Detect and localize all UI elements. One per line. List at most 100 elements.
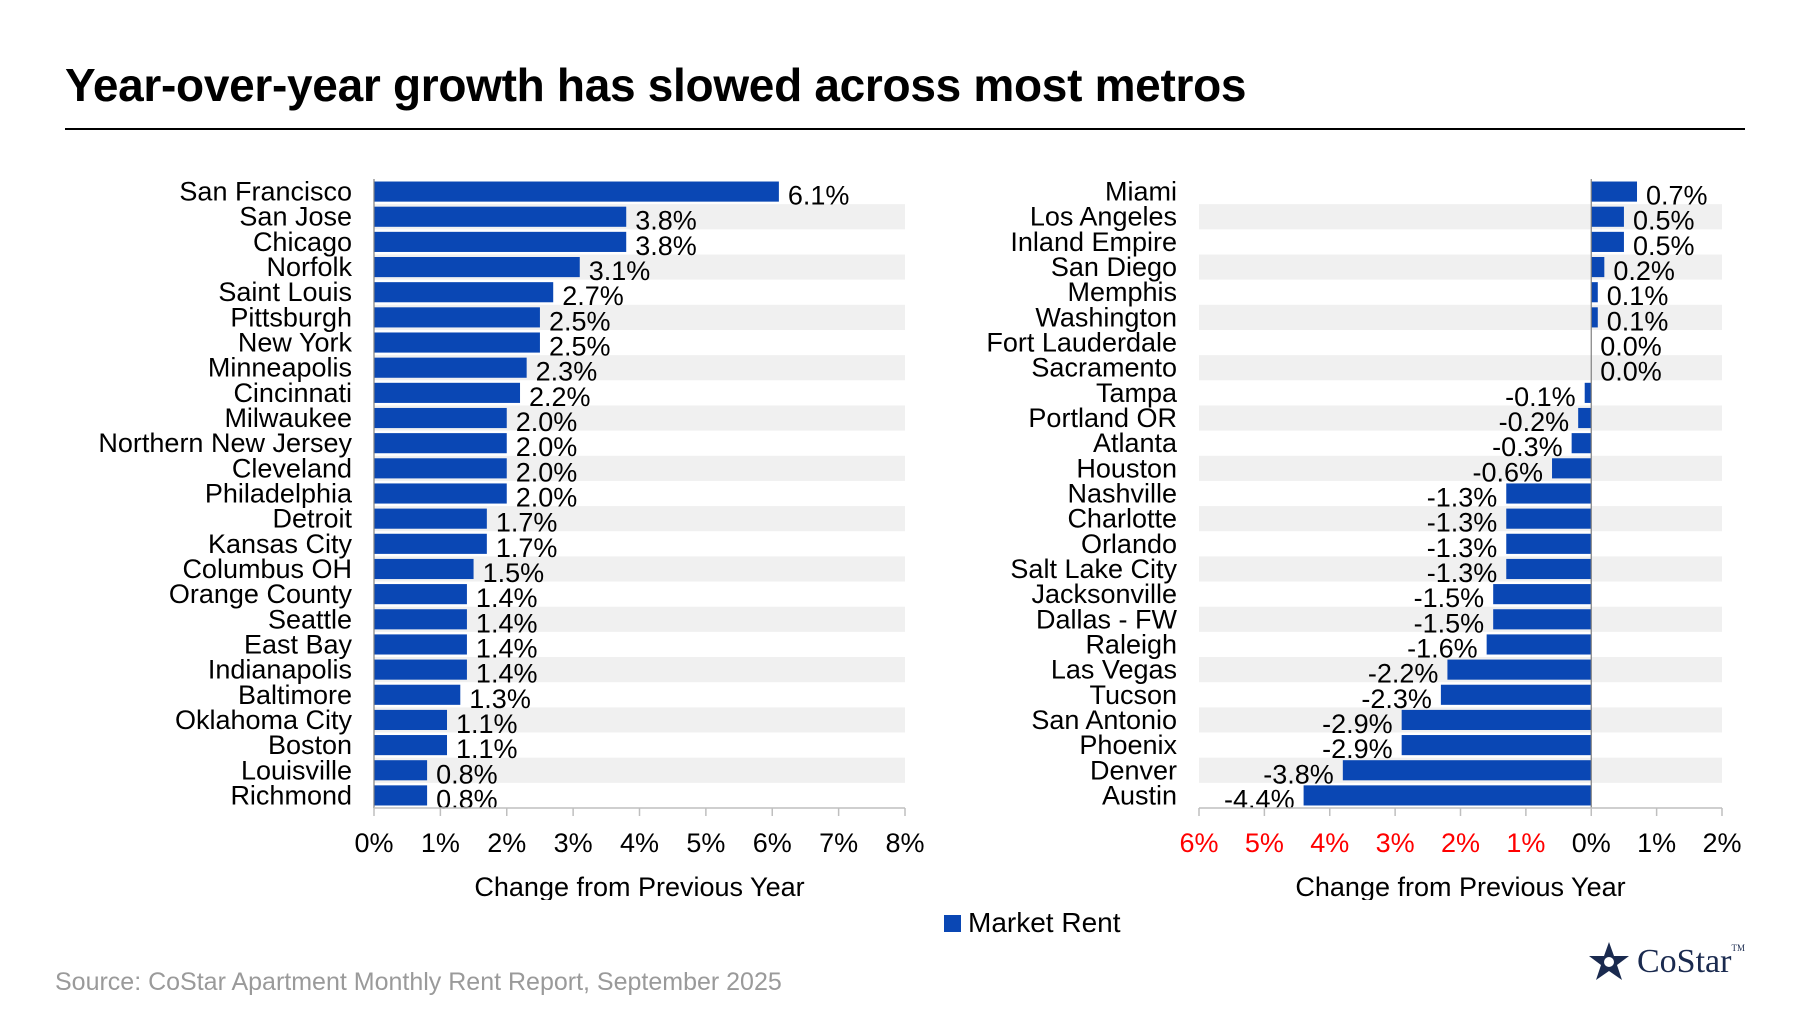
data-label: 0.1%: [1607, 306, 1669, 336]
category-label: Louisville: [241, 755, 352, 785]
bar: [374, 584, 467, 605]
data-label: -0.2%: [1499, 407, 1570, 437]
x-tick-label: 0%: [354, 828, 393, 858]
category-label: Dallas - FW: [1036, 604, 1178, 634]
bar: [374, 181, 779, 202]
bar: [374, 785, 428, 806]
category-label: Tampa: [1096, 378, 1178, 408]
chart-low-growth: Miami 0.7% Los Angeles 0.5% Inland Empire 0.5…: [986, 177, 1741, 900]
bar: [374, 282, 554, 303]
data-label: 0.5%: [1633, 231, 1695, 261]
data-label: -0.1%: [1505, 382, 1576, 412]
data-label: 1.4%: [476, 583, 538, 613]
category-label: East Bay: [244, 629, 353, 659]
x-tick-label: 3%: [1376, 828, 1415, 858]
category-label: Inland Empire: [1010, 227, 1177, 257]
bar: [1303, 785, 1592, 806]
category-label: Cleveland: [232, 453, 352, 483]
bar: [1506, 533, 1592, 554]
category-label: Las Vegas: [1051, 655, 1177, 685]
category-label: San Jose: [239, 202, 352, 232]
data-label: 2.0%: [516, 483, 578, 513]
data-label: 0.5%: [1633, 206, 1695, 236]
bar: [374, 508, 487, 529]
x-tick-label: 0%: [1572, 828, 1611, 858]
data-label: -4.4%: [1224, 784, 1295, 814]
data-label: -2.9%: [1322, 734, 1393, 764]
x-tick-label: 5%: [1245, 828, 1284, 858]
x-tick-label: 2%: [1702, 828, 1741, 858]
bar: [1552, 458, 1592, 479]
x-tick-label: 6%: [753, 828, 792, 858]
bar: [1591, 282, 1598, 303]
bar-charts: San Francisco 6.1% San Jose 3.8% Chicago 3.8%…: [98, 177, 1741, 900]
category-label: Fort Lauderdale: [986, 328, 1177, 358]
legend-label: Market Rent: [968, 907, 1121, 938]
category-label: Jacksonville: [1031, 579, 1177, 609]
category-label: Milwaukee: [224, 403, 352, 433]
data-label: 2.5%: [549, 306, 611, 336]
bar: [1506, 508, 1592, 529]
data-label: 3.1%: [589, 256, 651, 286]
row-stripe: [1199, 556, 1722, 582]
row-stripe: [1199, 405, 1722, 431]
bar: [374, 357, 527, 378]
data-label: -2.2%: [1368, 659, 1439, 689]
category-label: Kansas City: [208, 529, 353, 559]
x-tick-label: 8%: [885, 828, 924, 858]
category-label: Houston: [1076, 453, 1177, 483]
data-label: 0.7%: [1646, 181, 1708, 211]
category-label: Los Angeles: [1030, 202, 1177, 232]
category-label: Charlotte: [1067, 504, 1177, 534]
bar: [374, 206, 627, 227]
logo-wordmark: CoStarTM: [1637, 943, 1745, 980]
data-label: 0.1%: [1607, 281, 1669, 311]
category-label: Tucson: [1089, 680, 1177, 710]
data-label: 2.0%: [516, 432, 578, 462]
category-label: Denver: [1090, 755, 1177, 785]
x-tick-label: 2%: [487, 828, 526, 858]
bar: [374, 659, 467, 680]
data-label: 1.5%: [483, 558, 545, 588]
bar: [374, 483, 507, 504]
bar: [374, 433, 507, 454]
bar: [1591, 307, 1598, 328]
category-label: Atlanta: [1093, 428, 1178, 458]
bar: [374, 231, 627, 252]
x-tick-label: 7%: [819, 828, 858, 858]
data-label: 2.3%: [536, 357, 598, 387]
category-label: Saint Louis: [218, 277, 352, 307]
data-label: -1.3%: [1427, 483, 1498, 513]
row-stripe: [1199, 254, 1722, 280]
data-label: -1.6%: [1407, 633, 1478, 663]
row-stripe: [1199, 506, 1722, 532]
category-label: Portland OR: [1028, 403, 1177, 433]
category-label: Sacramento: [1031, 353, 1177, 383]
x-tick-label: 6%: [1179, 828, 1218, 858]
data-label: -0.3%: [1492, 432, 1563, 462]
category-label: Austin: [1102, 780, 1177, 810]
costar-logo: CoStarTM: [1587, 940, 1745, 984]
bar: [374, 407, 507, 429]
bar: [1578, 407, 1592, 429]
data-label: 1.7%: [496, 508, 558, 538]
category-label: Pittsburgh: [230, 302, 352, 332]
x-tick-label: 1%: [1637, 828, 1676, 858]
category-label: Northern New Jersey: [98, 428, 352, 458]
bar: [1440, 684, 1592, 705]
row-stripe: [1199, 304, 1722, 330]
data-label: 1.4%: [476, 608, 538, 638]
legend: Market Rent: [944, 907, 1121, 939]
data-label: -2.9%: [1322, 709, 1393, 739]
data-label: 2.0%: [516, 457, 578, 487]
data-label: -1.5%: [1414, 608, 1485, 638]
row-stripe: [1199, 606, 1722, 632]
data-label: 1.3%: [469, 684, 531, 714]
data-label: -1.5%: [1414, 583, 1485, 613]
data-label: 1.4%: [476, 659, 538, 689]
bar: [1401, 709, 1592, 731]
data-label: -2.3%: [1361, 684, 1432, 714]
category-label: Salt Lake City: [1010, 554, 1177, 584]
category-label: Minneapolis: [208, 353, 352, 383]
data-label: -1.3%: [1427, 533, 1498, 563]
